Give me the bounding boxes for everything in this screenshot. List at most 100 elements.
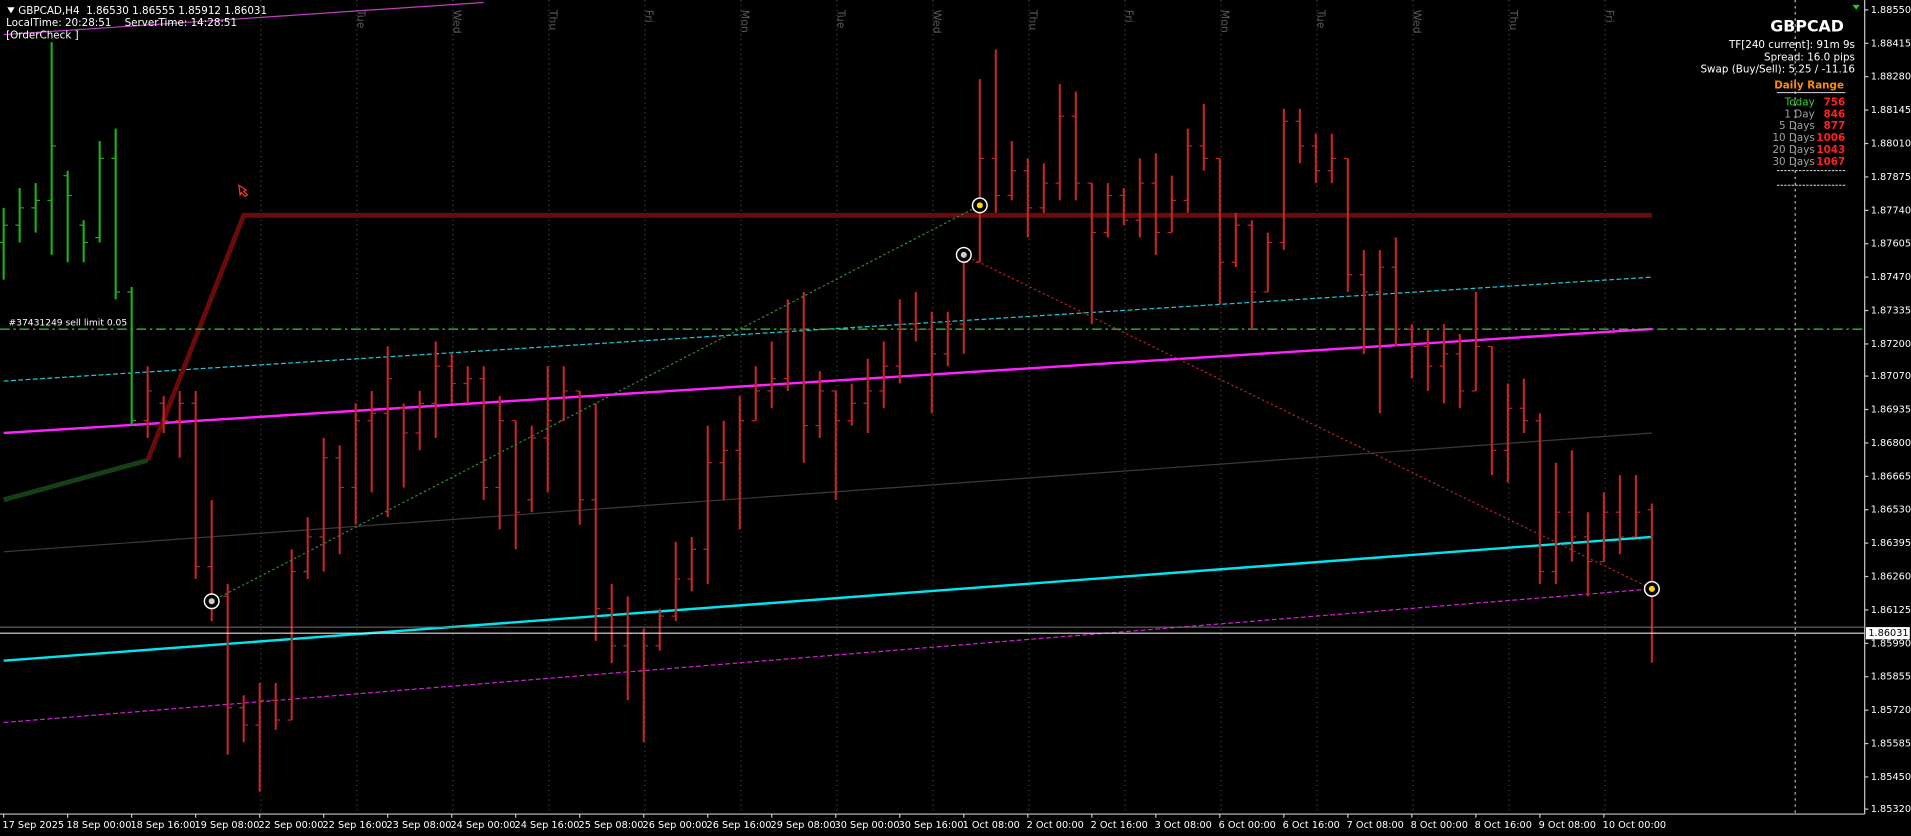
y-tick-label: 1.85320: [1871, 804, 1911, 815]
menu-arrow: [7, 7, 15, 14]
y-tick-label: 1.86530: [1871, 505, 1911, 516]
x-tick-label: 9 Oct 08:00: [1539, 820, 1596, 831]
y-tick-label: 1.86935: [1871, 405, 1911, 416]
y-tick-label: 1.88550: [1871, 5, 1911, 16]
trade-marker-dot: [208, 598, 215, 605]
indicator-line: [3, 1, 484, 36]
trade-line: [963, 254, 1653, 590]
y-tick-label: 1.86395: [1871, 538, 1911, 549]
day-label: Fri: [1603, 10, 1616, 23]
y-tick-label: 1.87875: [1871, 172, 1911, 183]
y-tick-label: 1.88010: [1871, 139, 1911, 150]
day-label: Fri: [643, 10, 656, 23]
x-tick-label: 25 Sep 08:00: [579, 820, 644, 831]
current-price-box: [1865, 627, 1910, 640]
y-tick-label: 1.86125: [1871, 605, 1911, 616]
trade-marker-dot: [976, 202, 983, 209]
day-label: Wed: [1411, 10, 1424, 34]
y-tick-label: 1.85720: [1871, 705, 1911, 716]
daily-range-value: 877: [1824, 120, 1846, 132]
day-label: Wed: [451, 10, 464, 34]
y-tick-label: 1.87740: [1871, 205, 1911, 216]
daily-range-label: 5 Days: [1779, 120, 1815, 132]
x-tick-label: 17 Sep 2025: [2, 820, 64, 831]
x-tick-label: 22 Sep 16:00: [322, 820, 387, 831]
daily-range-value: 756: [1824, 96, 1846, 108]
day-label: Wed: [931, 10, 944, 34]
info-panel: GBPCAD TF[240 current]: 91m 9s Spread: 1…: [1700, 16, 1855, 186]
x-tick-label: 26 Sep 16:00: [707, 820, 772, 831]
x-tick-label: 29 Sep 08:00: [771, 820, 836, 831]
day-label: Tue: [355, 9, 368, 29]
daily-range-label: 10 Days: [1772, 132, 1814, 144]
daily-range-label: Today: [1784, 96, 1815, 108]
y-tick-label: 1.87335: [1871, 306, 1911, 317]
panel-spread: Spread: 16.0 pips: [1764, 51, 1855, 63]
day-label: Fri: [1123, 10, 1136, 23]
day-label: Tue: [835, 9, 848, 29]
y-tick-label: 1.88145: [1871, 105, 1911, 116]
header-time: LocalTime: 20:28:51 ServerTime: 14:28:51: [6, 17, 237, 29]
x-tick-label: 24 Sep 00:00: [450, 820, 515, 831]
x-tick-label: 3 Oct 08:00: [1155, 820, 1212, 831]
order-label: #37431249 sell limit 0.05: [9, 318, 128, 328]
daily-range-value: 846: [1824, 108, 1846, 120]
shift-marker: [1852, 4, 1860, 10]
y-tick-label: 1.87605: [1871, 239, 1911, 250]
x-tick-label: 2 Oct 16:00: [1091, 820, 1148, 831]
daily-range-value: 1067: [1816, 156, 1845, 168]
daily-range-label: 20 Days: [1772, 144, 1814, 156]
y-tick-label: 1.86665: [1871, 471, 1911, 482]
trade-marker-dot: [1648, 585, 1655, 592]
panel-swap: Swap (Buy/Sell): 5.25 / -11.16: [1700, 63, 1854, 75]
day-label: Thu: [1027, 9, 1040, 31]
day-label: Mon: [1219, 10, 1232, 33]
x-tick-label: 30 Sep 00:00: [835, 820, 900, 831]
x-tick-label: 18 Sep 00:00: [66, 820, 131, 831]
panel-timeframe: TF[240 current]: 91m 9s: [1728, 39, 1855, 51]
day-label: Thu: [1507, 9, 1520, 31]
x-tick-label: 19 Sep 08:00: [194, 820, 259, 831]
x-tick-label: 6 Oct 00:00: [1219, 820, 1276, 831]
x-tick-label: 8 Oct 00:00: [1411, 820, 1468, 831]
panel-symbol: GBPCAD: [1770, 16, 1844, 35]
indicator-line: [3, 432, 1652, 553]
x-tick-label: 24 Sep 16:00: [515, 820, 580, 831]
order-check: [OrderCheck ]: [6, 29, 79, 41]
x-tick-label: 23 Sep 08:00: [386, 820, 451, 831]
y-tick-label: 1.88280: [1871, 72, 1911, 83]
x-tick-label: 2 Oct 00:00: [1027, 820, 1084, 831]
y-tick-label: 1.86260: [1871, 572, 1911, 583]
y-tick-label: 1.86800: [1871, 438, 1911, 449]
indicator-line: [3, 276, 1652, 382]
trade-marker-dot: [960, 251, 967, 258]
x-tick-label: 30 Sep 16:00: [899, 820, 964, 831]
plot-area: Tue Wed Thu Fri Mon Tue Wed Thu Fri Mon Tue Wed Thu F…: [0, 0, 1865, 815]
indicator-line: [3, 327, 1652, 435]
indicator-line: [3, 535, 1652, 662]
daily-range-label: 1 Day: [1784, 108, 1814, 120]
daily-range-label: 30 Days: [1772, 156, 1814, 168]
y-tick-label: 1.85855: [1871, 672, 1911, 683]
signal-arrow: [238, 183, 249, 198]
x-tick-label: 7 Oct 08:00: [1347, 820, 1404, 831]
y-tick-label: 1.85585: [1871, 739, 1911, 750]
x-tick-label: 1 Oct 08:00: [963, 820, 1020, 831]
x-tick-label: 6 Oct 16:00: [1283, 820, 1340, 831]
y-tick-label: 1.87200: [1871, 339, 1911, 350]
day-label: Tue: [1315, 9, 1328, 29]
x-tick-label: 26 Sep 00:00: [643, 820, 708, 831]
x-tick-label: 8 Oct 16:00: [1475, 820, 1532, 831]
indicator-line: [145, 212, 1652, 462]
y-tick-label: 1.87470: [1871, 272, 1911, 283]
y-tick-label: 1.85450: [1871, 772, 1911, 783]
x-tick-label: 10 Oct 00:00: [1603, 820, 1666, 831]
daily-range-title: Daily Range: [1774, 79, 1844, 91]
y-tick-label: 1.85990: [1871, 638, 1911, 649]
day-label: Thu: [547, 9, 560, 31]
y-tick-label: 1.88415: [1871, 38, 1911, 49]
indicator-line: [3, 457, 149, 503]
day-label: Mon: [739, 10, 752, 33]
